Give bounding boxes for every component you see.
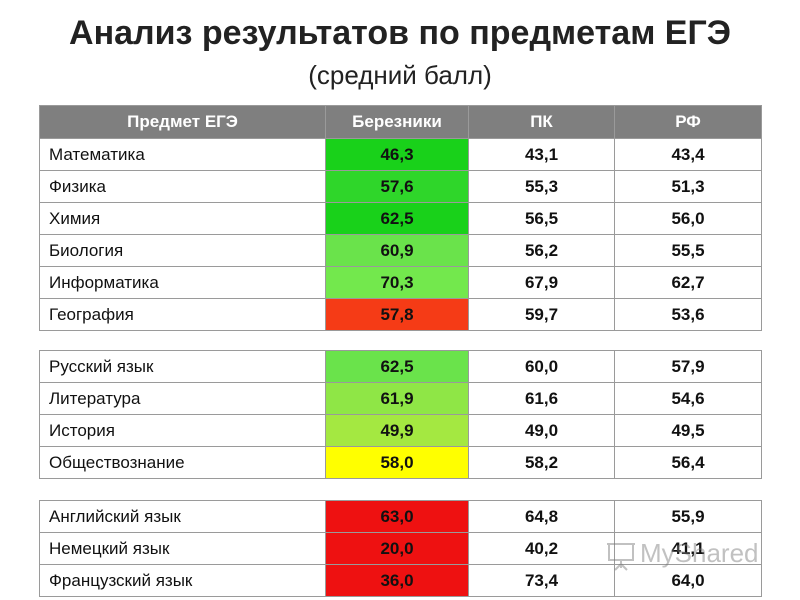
presentation-board-icon xyxy=(607,543,635,571)
table-row: Русский язык 62,5 60,0 57,9 xyxy=(39,350,762,383)
table-row: Английский язык 63,0 64,8 55,9 xyxy=(39,500,762,533)
rf-score-cell: 55,5 xyxy=(614,234,762,267)
table-row: География 57,8 59,7 53,6 xyxy=(39,298,762,331)
subject-cell: Обществознание xyxy=(39,446,326,479)
subject-cell: Математика xyxy=(39,138,326,171)
table-row: Биология 60,9 56,2 55,5 xyxy=(39,234,762,267)
berezniki-score-cell: 57,8 xyxy=(325,298,469,331)
pk-score-cell: 40,2 xyxy=(468,532,615,565)
pk-score-cell: 67,9 xyxy=(468,266,615,299)
page-title: Анализ результатов по предметам ЕГЭ xyxy=(69,14,731,52)
table-row: Литература 61,9 61,6 54,6 xyxy=(39,382,762,415)
berezniki-score-cell: 61,9 xyxy=(325,382,469,415)
rf-score-cell: 56,4 xyxy=(614,446,762,479)
rf-score-cell: 43,4 xyxy=(614,138,762,171)
subject-cell: Физика xyxy=(39,170,326,203)
subject-cell: Английский язык xyxy=(39,500,326,533)
table-row: Физика 57,6 55,3 51,3 xyxy=(39,170,762,203)
table-row: Информатика 70,3 67,9 62,7 xyxy=(39,266,762,299)
pk-score-cell: 49,0 xyxy=(468,414,615,447)
berezniki-score-cell: 63,0 xyxy=(325,500,469,533)
results-table-languages: Английский язык 63,0 64,8 55,9 Немецкий язык… xyxy=(39,500,762,597)
rf-score-cell: 49,5 xyxy=(614,414,762,447)
berezniki-score-cell: 62,5 xyxy=(325,350,469,383)
berezniki-score-cell: 20,0 xyxy=(325,532,469,565)
table-row: Французский язык 36,0 73,4 64,0 xyxy=(39,564,762,597)
pk-score-cell: 56,5 xyxy=(468,202,615,235)
table-header-row: Предмет ЕГЭ Березники ПК РФ xyxy=(39,105,762,139)
header-pk: ПК xyxy=(468,105,615,139)
subject-cell: Немецкий язык xyxy=(39,532,326,565)
table-row: Математика 46,3 43,1 43,4 xyxy=(39,138,762,171)
rf-score-cell: 41,1 xyxy=(614,532,762,565)
berezniki-score-cell: 70,3 xyxy=(325,266,469,299)
rf-score-cell: 64,0 xyxy=(614,564,762,597)
watermark: MyShared xyxy=(606,536,776,576)
rf-score-cell: 56,0 xyxy=(614,202,762,235)
header-subject: Предмет ЕГЭ xyxy=(39,105,326,139)
pk-score-cell: 73,4 xyxy=(468,564,615,597)
pk-score-cell: 55,3 xyxy=(468,170,615,203)
berezniki-score-cell: 60,9 xyxy=(325,234,469,267)
subject-cell: История xyxy=(39,414,326,447)
rf-score-cell: 54,6 xyxy=(614,382,762,415)
subject-cell: Русский язык xyxy=(39,350,326,383)
pk-score-cell: 58,2 xyxy=(468,446,615,479)
header-berezniki: Березники xyxy=(325,105,469,139)
pk-score-cell: 59,7 xyxy=(468,298,615,331)
pk-score-cell: 56,2 xyxy=(468,234,615,267)
subject-cell: Информатика xyxy=(39,266,326,299)
table-row: Химия 62,5 56,5 56,0 xyxy=(39,202,762,235)
berezniki-score-cell: 62,5 xyxy=(325,202,469,235)
results-table-humanities: Русский язык 62,5 60,0 57,9 Литература 61,9 61… xyxy=(39,350,762,479)
subject-cell: Биология xyxy=(39,234,326,267)
page-subtitle: (средний балл) xyxy=(308,60,492,90)
pk-score-cell: 64,8 xyxy=(468,500,615,533)
watermark-text: MyShared xyxy=(640,538,759,568)
pk-score-cell: 60,0 xyxy=(468,350,615,383)
berezniki-score-cell: 36,0 xyxy=(325,564,469,597)
table-row: Обществознание 58,0 58,2 56,4 xyxy=(39,446,762,479)
berezniki-score-cell: 58,0 xyxy=(325,446,469,479)
subject-cell: География xyxy=(39,298,326,331)
berezniki-score-cell: 49,9 xyxy=(325,414,469,447)
subject-cell: Литература xyxy=(39,382,326,415)
subject-cell: Химия xyxy=(39,202,326,235)
header-rf: РФ xyxy=(614,105,762,139)
rf-score-cell: 62,7 xyxy=(614,266,762,299)
berezniki-score-cell: 46,3 xyxy=(325,138,469,171)
results-table-main: Предмет ЕГЭ Березники ПК РФ Математика 46… xyxy=(39,105,762,331)
pk-score-cell: 43,1 xyxy=(468,138,615,171)
rf-score-cell: 53,6 xyxy=(614,298,762,331)
berezniki-score-cell: 57,6 xyxy=(325,170,469,203)
table-row: Немецкий язык 20,0 40,2 41,1 xyxy=(39,532,762,565)
pk-score-cell: 61,6 xyxy=(468,382,615,415)
rf-score-cell: 51,3 xyxy=(614,170,762,203)
rf-score-cell: 57,9 xyxy=(614,350,762,383)
rf-score-cell: 55,9 xyxy=(614,500,762,533)
subject-cell: Французский язык xyxy=(39,564,326,597)
table-row: История 49,9 49,0 49,5 xyxy=(39,414,762,447)
